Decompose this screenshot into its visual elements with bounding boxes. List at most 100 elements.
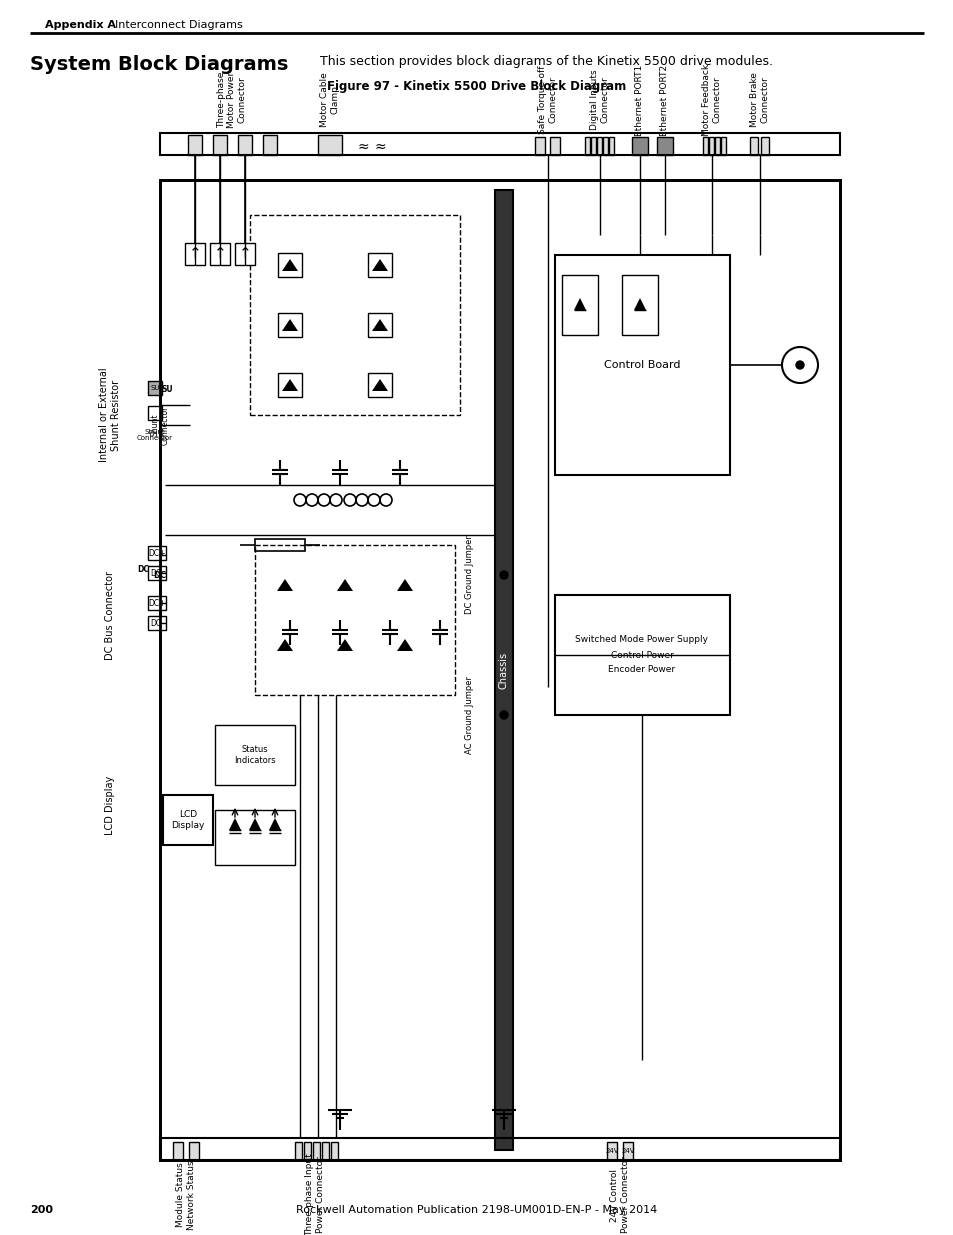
Bar (760, 137, 768, 156)
Bar (148, 406, 162, 420)
Polygon shape (336, 638, 353, 651)
Bar (210, 243, 230, 266)
Bar (608, 137, 614, 156)
Text: Encoder Power: Encoder Power (608, 666, 675, 674)
Polygon shape (372, 379, 388, 391)
Bar (148, 382, 162, 395)
Text: ≈: ≈ (356, 140, 369, 154)
Bar (720, 137, 725, 156)
Polygon shape (282, 319, 297, 331)
Bar (213, 135, 227, 156)
Text: LCD Display: LCD Display (105, 776, 115, 835)
Polygon shape (276, 579, 293, 592)
Bar (555, 595, 729, 715)
Bar (294, 1142, 302, 1160)
Text: Ethernet PORT1: Ethernet PORT1 (635, 64, 644, 136)
Bar (277, 253, 302, 277)
Text: Internal or External
Shunt Resistor: Internal or External Shunt Resistor (99, 368, 121, 462)
Bar (148, 566, 166, 580)
Polygon shape (574, 287, 585, 298)
Bar (602, 137, 607, 156)
Polygon shape (574, 298, 585, 310)
Text: 24V: 24V (604, 1149, 618, 1153)
Bar (368, 312, 392, 337)
Text: DC Ground Jumper: DC Ground Jumper (465, 536, 474, 615)
Bar (163, 795, 213, 845)
Text: 24V: 24V (620, 1149, 634, 1153)
Polygon shape (276, 638, 293, 651)
Bar (277, 373, 302, 396)
Polygon shape (396, 638, 413, 651)
Bar (160, 133, 840, 156)
Text: LCD
Display: LCD Display (172, 810, 205, 830)
Bar (631, 137, 647, 156)
Text: DC+: DC+ (148, 599, 166, 608)
Text: Three-phase
Motor Power
Connector: Three-phase Motor Power Connector (217, 72, 247, 128)
Text: AC Ground Jumper: AC Ground Jumper (465, 676, 474, 755)
Text: DC Bus Connector: DC Bus Connector (105, 571, 115, 659)
Text: Chassis: Chassis (498, 651, 509, 689)
Bar (584, 137, 589, 156)
Text: Digital Inputs
Connector: Digital Inputs Connector (590, 69, 609, 131)
Text: 200: 200 (30, 1205, 53, 1215)
Text: Ethernet PORT2: Ethernet PORT2 (659, 64, 669, 136)
Bar (317, 135, 341, 156)
Polygon shape (229, 818, 241, 830)
Text: Appendix A: Appendix A (45, 20, 116, 30)
Text: Status
Indicators: Status Indicators (233, 745, 275, 764)
Text: Control Power: Control Power (610, 651, 673, 659)
Polygon shape (269, 832, 281, 845)
Text: SU: SU (150, 385, 159, 391)
Bar (189, 1142, 199, 1160)
Polygon shape (282, 379, 297, 391)
Bar (250, 215, 459, 415)
Bar (561, 275, 598, 335)
Text: SU: SU (161, 385, 172, 394)
Polygon shape (336, 579, 353, 592)
Bar (535, 137, 544, 156)
Bar (214, 810, 294, 864)
Bar (495, 190, 513, 1150)
Bar (749, 137, 758, 156)
Bar (368, 373, 392, 396)
Circle shape (499, 711, 507, 719)
Text: DC: DC (153, 571, 167, 579)
Text: Shunt
Connector: Shunt Connector (151, 405, 170, 445)
Bar (590, 137, 596, 156)
Bar (185, 243, 205, 266)
Text: DC-: DC- (150, 568, 164, 578)
Text: Motor Cable
Clamp: Motor Cable Clamp (320, 73, 339, 127)
Polygon shape (634, 287, 645, 298)
Polygon shape (282, 259, 297, 270)
Text: Three-phase Input
Power Connector: Three-phase Input Power Connector (305, 1153, 324, 1235)
Text: DC+: DC+ (148, 548, 166, 557)
Bar (148, 546, 166, 559)
Bar (322, 1142, 329, 1160)
Text: Motor Brake
Connector: Motor Brake Connector (749, 73, 769, 127)
Text: Motor Feedback
Connector: Motor Feedback Connector (701, 64, 720, 136)
Bar (172, 1142, 183, 1160)
Text: Figure 97 - Kinetix 5500 Drive Block Diagram: Figure 97 - Kinetix 5500 Drive Block Dia… (327, 80, 626, 93)
Bar (550, 137, 559, 156)
Text: 24V Control
Power Connector: 24V Control Power Connector (610, 1156, 629, 1234)
Bar (263, 135, 276, 156)
Text: DC: DC (137, 566, 149, 574)
Bar (148, 616, 166, 630)
Bar (368, 253, 392, 277)
Text: Switched Mode Power Supply: Switched Mode Power Supply (575, 636, 708, 645)
Bar (622, 1142, 633, 1160)
Text: ≈: ≈ (374, 140, 385, 154)
Text: ↑: ↑ (213, 247, 226, 262)
Bar (277, 312, 302, 337)
Bar (714, 137, 720, 156)
Polygon shape (249, 818, 261, 830)
Bar (254, 538, 305, 551)
Polygon shape (249, 832, 261, 845)
Polygon shape (269, 818, 281, 830)
Text: System Block Diagrams: System Block Diagrams (30, 56, 288, 74)
Text: Safe Torque-off
Connector: Safe Torque-off Connector (537, 65, 558, 135)
Bar (304, 1142, 311, 1160)
Bar (597, 137, 601, 156)
Bar (331, 1142, 337, 1160)
Polygon shape (396, 579, 413, 592)
